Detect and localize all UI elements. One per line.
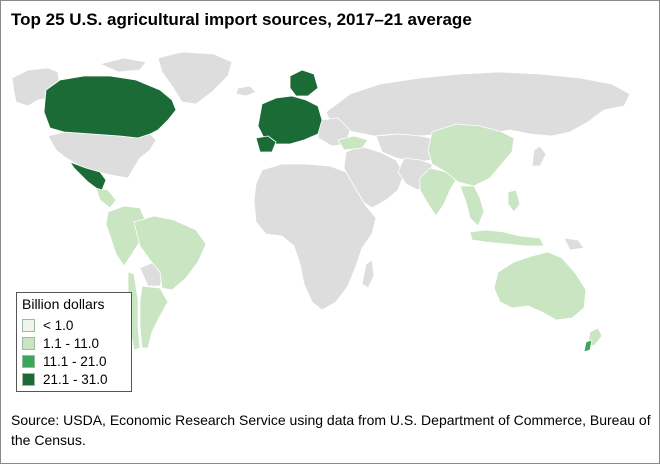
legend-label: 1.1 - 11.0 xyxy=(43,336,100,351)
region-canada xyxy=(43,75,177,139)
source-note: Source: USDA, Economic Research Service … xyxy=(11,412,651,448)
map-legend: Billion dollars < 1.0 1.1 - 11.0 11.1 - … xyxy=(16,292,132,392)
legend-swatch xyxy=(22,355,35,368)
region-philippines xyxy=(507,189,521,213)
region-greenland xyxy=(157,51,233,105)
region-papua-new-guinea xyxy=(563,237,585,251)
region-madagascar xyxy=(361,259,375,289)
region-iceland xyxy=(235,85,257,97)
region-africa xyxy=(253,163,377,311)
legend-label: 21.1 - 31.0 xyxy=(43,372,108,387)
legend-item: 11.1 - 21.0 xyxy=(22,353,107,370)
region-argentina xyxy=(139,285,169,349)
region-mexico xyxy=(69,161,107,191)
legend-title: Billion dollars xyxy=(22,296,105,312)
world-map xyxy=(11,51,631,353)
legend-swatch xyxy=(22,319,35,332)
region-japan xyxy=(531,145,547,167)
region-scandinavia xyxy=(289,69,319,97)
region-india xyxy=(419,167,457,217)
legend-item: 1.1 - 11.0 xyxy=(22,335,99,352)
legend-item: < 1.0 xyxy=(22,317,73,334)
legend-item: 21.1 - 31.0 xyxy=(22,371,108,388)
region-indonesia xyxy=(469,229,545,247)
region-australia xyxy=(493,251,587,321)
region-new-zealand-south xyxy=(583,339,593,353)
legend-label: 11.1 - 21.0 xyxy=(43,354,107,369)
region-china xyxy=(427,123,515,187)
region-united-states xyxy=(47,131,157,179)
region-arctic-islands xyxy=(99,57,147,73)
region-southeast-asia xyxy=(459,185,485,227)
region-central-america xyxy=(95,187,117,209)
region-turkey xyxy=(337,135,369,151)
map-title: Top 25 U.S. agricultural import sources,… xyxy=(11,10,472,29)
legend-swatch xyxy=(22,337,35,350)
region-iberia xyxy=(255,135,277,153)
legend-label: < 1.0 xyxy=(43,318,74,333)
legend-swatch xyxy=(22,373,35,386)
region-brazil xyxy=(133,215,207,291)
